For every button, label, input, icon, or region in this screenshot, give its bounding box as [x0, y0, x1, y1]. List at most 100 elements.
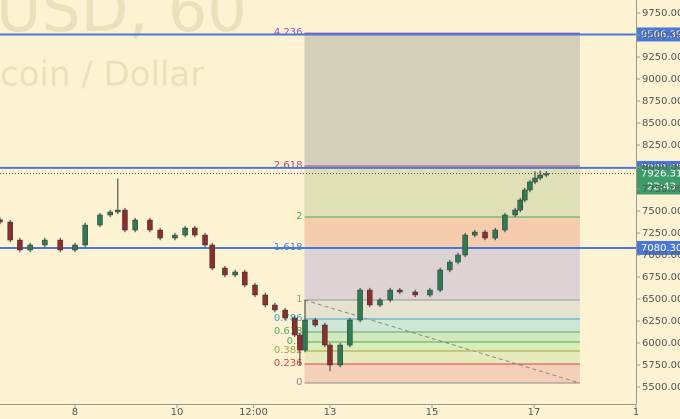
candle-body: [132, 219, 138, 231]
candle-body: [122, 209, 128, 231]
y-tick-label: 9750.00: [642, 8, 680, 19]
fib-level-label: 0.5: [287, 336, 303, 347]
candle-body: [202, 234, 208, 246]
y-tick-label: 7250.00: [642, 228, 680, 239]
watermark-name: coin / Dollar: [0, 55, 204, 95]
candle-body: [377, 299, 383, 306]
y-tick-label: 6000.00: [642, 338, 680, 349]
last-price-label: 7926.31: [641, 169, 680, 180]
candle-body: [57, 239, 63, 251]
y-tick-label: 5500.00: [642, 382, 680, 393]
candle-body: [107, 211, 113, 216]
candle-body: [517, 199, 523, 211]
y-tick-label: 8500.00: [642, 118, 680, 129]
candle-body: [437, 269, 443, 291]
fib-zone: [304, 342, 580, 352]
candle-body: [367, 289, 373, 306]
candle-body: [272, 304, 278, 311]
x-tick-label: 1: [633, 407, 639, 418]
candle-body: [492, 229, 498, 239]
candle-body: [455, 254, 461, 263]
y-tick-label: 9000.00: [642, 74, 680, 85]
candle-body: [512, 209, 518, 216]
candle-body: [502, 214, 508, 231]
fib-zone: [304, 217, 580, 248]
countdown-label: 22:43: [647, 182, 676, 193]
axes: 9506.397989.657080.307926.3122:435500.00…: [72, 8, 680, 418]
candle-body: [462, 234, 468, 256]
fib-zone: [304, 166, 580, 218]
fib-level-label: 0.382: [274, 345, 303, 356]
candle-body: [312, 319, 318, 326]
price-line-badge: [637, 27, 680, 42]
fib-zone: [304, 299, 580, 319]
candle-body: [537, 174, 543, 179]
candle-body: [527, 181, 533, 191]
candle-body: [222, 267, 228, 276]
candle-body: [182, 227, 188, 236]
fib-zone: [304, 351, 580, 365]
y-tick-label: 7500.00: [642, 206, 680, 217]
x-tick-label: 12:00: [239, 407, 268, 418]
fib-level-label: 0.786: [274, 313, 303, 324]
candle-body: [262, 294, 268, 306]
candle-body: [322, 324, 328, 346]
y-tick-label: 7000.00: [642, 250, 680, 261]
x-tick-label: 17: [528, 407, 541, 418]
y-tick-label: 9250.00: [642, 52, 680, 63]
last-price-badge: [637, 166, 680, 195]
candle-body: [242, 271, 248, 286]
y-tick-label: 8750.00: [642, 96, 680, 107]
candle-body: [252, 284, 258, 296]
candle-body: [209, 244, 215, 269]
candle-body: [17, 239, 23, 251]
candle-body: [115, 209, 121, 213]
price-line-label: 9506.39: [641, 29, 680, 40]
candle-body: [412, 291, 418, 296]
fib-level-label: 2.618: [274, 160, 303, 171]
candle-body: [327, 344, 333, 366]
candle-body: [282, 309, 288, 319]
candle-body: [0, 219, 3, 223]
candle-body: [82, 224, 88, 246]
fib-level-label: 4.236: [274, 27, 303, 38]
y-tick-label: 8000.00: [642, 162, 680, 173]
plot-area: 00.2360.3820.50.6180.78611.61822.6184.23…: [0, 27, 636, 388]
fib-zone: [304, 364, 580, 384]
y-tick-label: 6750.00: [642, 272, 680, 283]
candle-body: [292, 317, 298, 336]
price-line-badge: [637, 240, 680, 255]
candle-body: [232, 271, 238, 276]
fib-zone: [304, 332, 580, 343]
candle-body: [297, 334, 303, 351]
y-tick-label: 9500.00: [642, 30, 680, 41]
candle-body: [72, 244, 78, 251]
x-tick-label: 15: [426, 407, 439, 418]
candle-body: [522, 189, 528, 201]
candle-body: [192, 227, 198, 236]
fib-trend-line: [304, 299, 581, 384]
candle-body: [157, 229, 163, 239]
fib-level-label: 0: [296, 377, 302, 388]
candle-body: [172, 234, 178, 239]
x-tick-label: 13: [324, 407, 337, 418]
price-line-label: 7080.30: [641, 243, 680, 254]
candle-body: [532, 177, 538, 183]
candle-body: [447, 261, 453, 271]
candle-body: [347, 319, 353, 346]
y-tick-label: 5750.00: [642, 360, 680, 371]
fib-level-label: 2: [296, 211, 302, 222]
candle-body: [147, 219, 153, 231]
x-tick-label: 10: [171, 407, 184, 418]
fib-level-label: 1: [296, 294, 302, 305]
candle-body: [472, 231, 478, 236]
x-tick-label: 8: [72, 407, 78, 418]
fib-level-label: 0.618: [274, 326, 303, 337]
y-tick-label: 6500.00: [642, 294, 680, 305]
candle-body: [387, 289, 393, 301]
candle-body: [7, 221, 13, 241]
candle-body: [482, 231, 488, 239]
y-tick-label: 7750.00: [642, 184, 680, 195]
y-tick-label: 8250.00: [642, 140, 680, 151]
